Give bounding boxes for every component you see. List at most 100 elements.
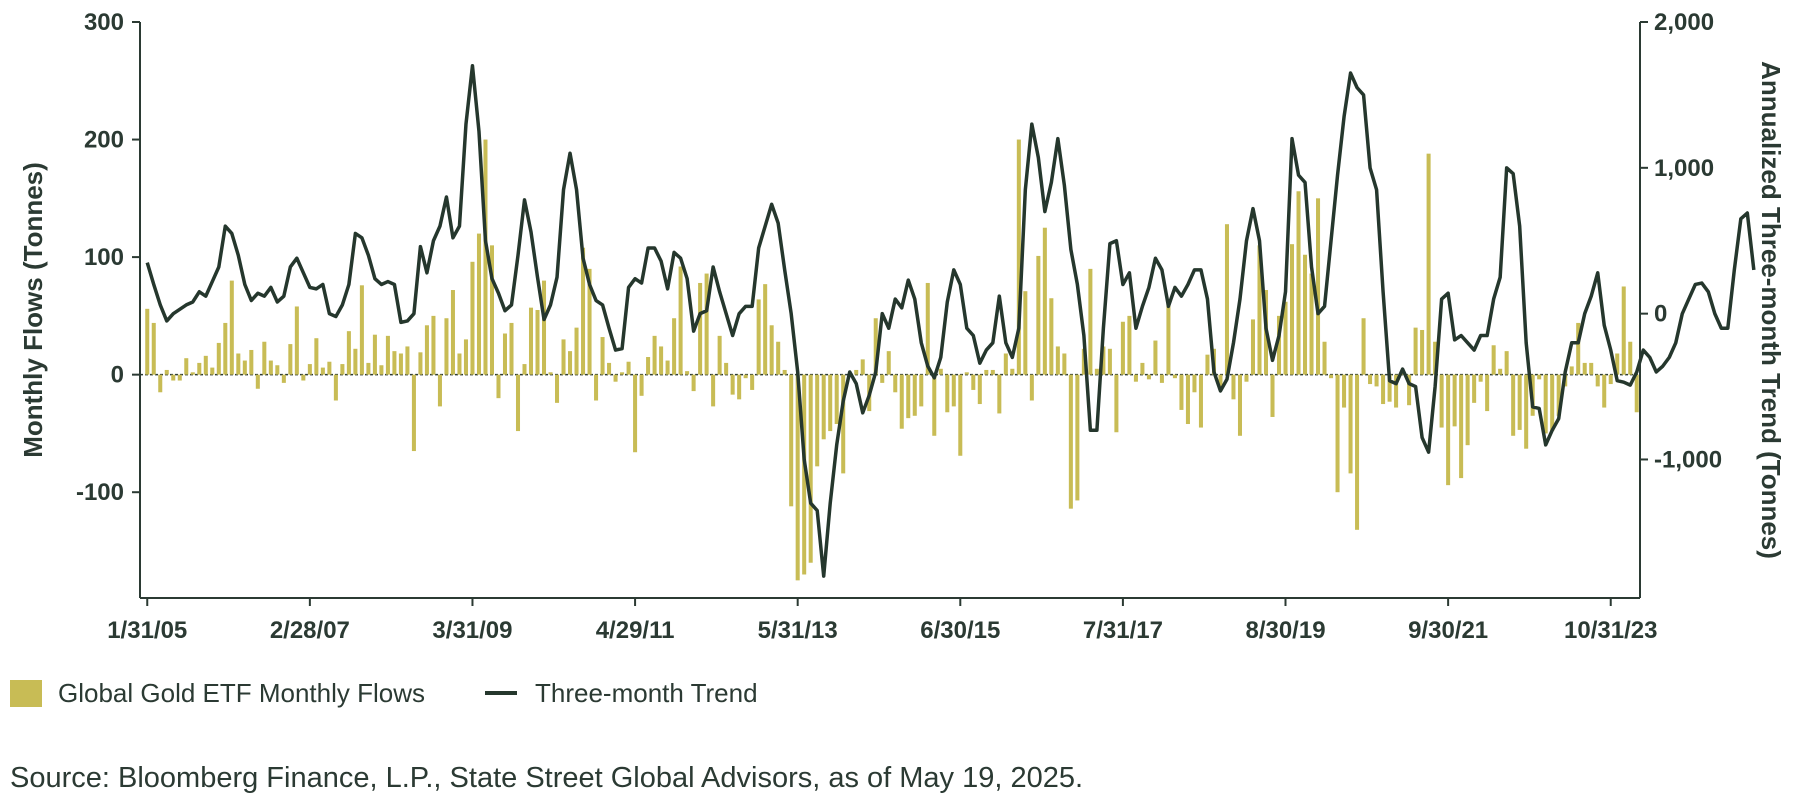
bar-148 [1107,348,1112,375]
bar-84 [691,374,696,392]
bar-36 [379,365,384,375]
bar-161 [1192,374,1197,393]
bar-113 [880,374,885,383]
bar-200 [1446,374,1451,486]
bar-21 [281,374,286,383]
bar-16 [249,349,254,375]
bar-19 [268,360,273,375]
bar-166 [1224,224,1229,375]
bar-22 [288,344,293,375]
bar-145 [1088,268,1093,375]
bar-89 [724,362,729,375]
legend-line-label: Three-month Trend [535,677,758,708]
bar-135 [1023,291,1028,375]
bar-189 [1374,374,1379,387]
bar-42 [418,352,423,375]
bar-37 [385,335,390,375]
bar-17 [255,374,260,389]
bar-186 [1355,374,1360,530]
bar-44 [431,315,436,375]
bar-77 [646,357,651,375]
bar-38 [392,351,397,375]
bar-97 [776,341,781,375]
bar-90 [730,374,735,395]
bar-120 [925,282,930,375]
bar-18 [262,341,267,375]
bar-187 [1361,318,1366,375]
bar-206 [1485,374,1490,412]
legend: Global Gold ETF Monthly Flows Three-mont… [10,676,818,710]
bar-152 [1133,374,1138,382]
bar-153 [1140,362,1145,375]
bar-141 [1062,353,1067,375]
bar-211 [1517,374,1522,430]
right-axis-title: Annualized Three-month Trend (Tonnes) [1756,61,1786,559]
legend-bars-label: Global Gold ETF Monthly Flows [58,677,426,708]
bar-66 [574,327,579,375]
bar-49 [463,339,468,375]
bar-80 [665,360,670,375]
bar-137 [1036,255,1041,375]
bar-109 [854,369,859,375]
bar-100 [795,374,800,581]
bar-188 [1368,374,1373,385]
bar-131 [997,374,1002,414]
bar-199 [1439,374,1444,428]
bar-43 [424,325,429,375]
bar-50 [470,261,475,375]
bar-123 [945,374,950,413]
bar-73 [620,372,625,375]
bar-27 [320,367,325,375]
bar-60 [535,310,540,375]
bar-210 [1511,374,1516,436]
trend-line [145,64,1756,578]
bar-23 [294,306,299,375]
bar-194 [1407,374,1412,406]
bar-98 [782,369,787,375]
bar-48 [457,353,462,375]
bar-114 [886,351,891,375]
bar-184 [1342,374,1347,408]
bar-196 [1420,329,1425,375]
bar-192 [1394,374,1399,408]
bar-54 [496,374,501,399]
bar-177 [1296,191,1301,375]
bar-39 [398,353,403,375]
bar-159 [1179,374,1184,410]
bar-68 [587,268,592,375]
x-tick-label: 7/31/17 [1083,617,1163,644]
axes [139,22,1641,599]
bar-7 [190,372,195,375]
bar-198 [1433,341,1438,375]
bar-179 [1309,273,1314,375]
bar-147 [1101,346,1106,375]
bar-110 [860,359,865,375]
legend-bar-swatch [10,679,42,707]
bar-47 [450,290,455,375]
x-tick-label: 6/30/15 [920,617,1000,644]
bar-130 [990,369,995,375]
bar-155 [1153,340,1158,375]
bar-157 [1166,304,1171,375]
bar-144 [1081,348,1086,375]
bar-99 [789,374,794,507]
bar-124 [951,374,956,407]
bar-208 [1498,368,1503,375]
bar-59 [528,307,534,375]
bar-30 [340,364,345,375]
bar-86 [704,273,709,375]
legend-item-line: Three-month Trend [485,678,758,709]
bar-33 [359,285,364,375]
bar-5 [177,374,182,381]
right-tick-label: -1,000 [1654,446,1722,473]
bar-185 [1348,374,1353,474]
bar-56 [509,322,514,375]
bar-226 [1615,353,1620,375]
bar-127 [971,374,976,390]
bar-227 [1621,286,1626,375]
bar-173 [1270,374,1275,417]
bar-225 [1608,374,1613,385]
bar-101 [802,374,807,575]
legend-line-swatch [485,691,518,695]
bar-35 [372,334,377,375]
